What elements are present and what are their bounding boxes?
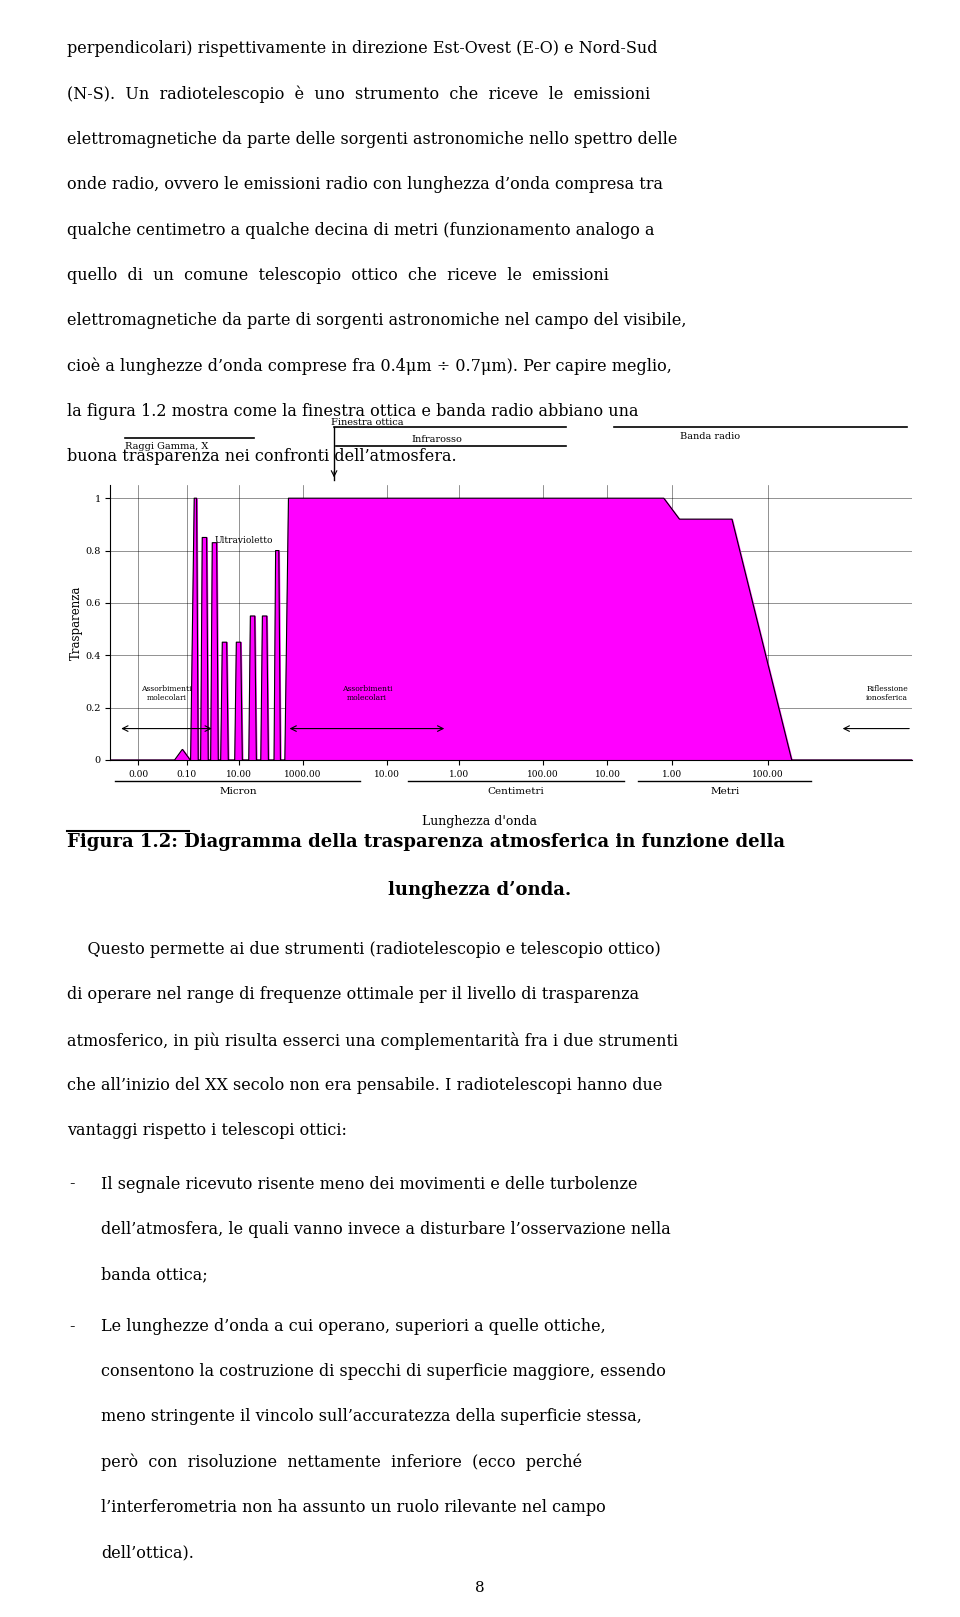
Text: Il segnale ricevuto risente meno dei movimenti e delle turbolenze: Il segnale ricevuto risente meno dei mov… [101, 1176, 637, 1193]
Text: quello  di  un  comune  telescopio  ottico  che  riceve  le  emissioni: quello di un comune telescopio ottico ch… [67, 267, 609, 285]
Text: Centimetri: Centimetri [487, 787, 544, 797]
Text: -: - [69, 1318, 75, 1336]
Text: Metri: Metri [710, 787, 739, 797]
Text: dell’atmosfera, le quali vanno invece a disturbare l’osservazione nella: dell’atmosfera, le quali vanno invece a … [101, 1221, 670, 1239]
Text: vantaggi rispetto i telescopi ottici:: vantaggi rispetto i telescopi ottici: [67, 1122, 348, 1140]
Y-axis label: Trasparenza: Trasparenza [69, 585, 83, 660]
Text: elettromagnetiche da parte di sorgenti astronomiche nel campo del visibile,: elettromagnetiche da parte di sorgenti a… [67, 312, 686, 330]
Text: Assorbimenti
molecolari: Assorbimenti molecolari [141, 686, 192, 702]
Text: Figura 1.2: Diagramma della trasparenza atmosferica in funzione della: Figura 1.2: Diagramma della trasparenza … [67, 833, 785, 851]
Text: dell’ottica).: dell’ottica). [101, 1544, 194, 1562]
Text: cioè a lunghezze d’onda comprese fra 0.4μm ÷ 0.7μm). Per capire meglio,: cioè a lunghezze d’onda comprese fra 0.4… [67, 357, 672, 375]
Text: onde radio, ovvero le emissioni radio con lunghezza d’onda compresa tra: onde radio, ovvero le emissioni radio co… [67, 176, 663, 194]
Text: la figura 1.2 mostra come la finestra ottica e banda radio abbiano una: la figura 1.2 mostra come la finestra ot… [67, 403, 638, 420]
Text: che all’inizio del XX secolo non era pensabile. I radiotelescopi hanno due: che all’inizio del XX secolo non era pen… [67, 1077, 662, 1095]
Text: Le lunghezze d’onda a cui operano, superiori a quelle ottiche,: Le lunghezze d’onda a cui operano, super… [101, 1318, 606, 1336]
Text: Finestra ottica: Finestra ottica [331, 417, 404, 427]
Text: Questo permette ai due strumenti (radiotelescopio e telescopio ottico): Questo permette ai due strumenti (radiot… [67, 941, 660, 959]
Text: Banda radio: Banda radio [681, 432, 740, 441]
Text: meno stringente il vincolo sull’accuratezza della superficie stessa,: meno stringente il vincolo sull’accurate… [101, 1408, 641, 1426]
Text: -: - [69, 1176, 75, 1193]
Text: però  con  risoluzione  nettamente  inferiore  (ecco  perché: però con risoluzione nettamente inferior… [101, 1454, 582, 1471]
Text: qualche centimetro a qualche decina di metri (funzionamento analogo a: qualche centimetro a qualche decina di m… [67, 222, 655, 239]
Text: perpendicolari) rispettivamente in direzione Est-Ovest (E-O) e Nord-Sud: perpendicolari) rispettivamente in direz… [67, 40, 658, 58]
Text: Riflessione
ionosferica: Riflessione ionosferica [866, 686, 908, 702]
Text: consentono la costruzione di specchi di superficie maggiore, essendo: consentono la costruzione di specchi di … [101, 1363, 665, 1381]
Text: elettromagnetiche da parte delle sorgenti astronomiche nello spettro delle: elettromagnetiche da parte delle sorgent… [67, 131, 678, 149]
Text: Ultravioletto: Ultravioletto [215, 535, 273, 545]
Text: Raggi Gamma, X: Raggi Gamma, X [125, 441, 208, 451]
Text: atmosferico, in più risulta esserci una complementarità fra i due strumenti: atmosferico, in più risulta esserci una … [67, 1032, 679, 1049]
Text: banda ottica;: banda ottica; [101, 1266, 207, 1284]
Text: Lunghezza d'onda: Lunghezza d'onda [422, 815, 538, 828]
Text: (N-S).  Un  radiotelescopio  è  uno  strumento  che  riceve  le  emissioni: (N-S). Un radiotelescopio è uno strument… [67, 86, 651, 103]
Text: lunghezza d’onda.: lunghezza d’onda. [389, 881, 571, 899]
Text: Infrarosso: Infrarosso [412, 435, 462, 445]
Text: Micron: Micron [219, 787, 257, 797]
Text: Assorbimenti
molecolari: Assorbimenti molecolari [342, 686, 393, 702]
Text: 8: 8 [475, 1581, 485, 1594]
Text: l’interferometria non ha assunto un ruolo rilevante nel campo: l’interferometria non ha assunto un ruol… [101, 1499, 606, 1517]
Text: di operare nel range di frequenze ottimale per il livello di trasparenza: di operare nel range di frequenze ottima… [67, 986, 639, 1004]
Text: buona trasparenza nei confronti dell’atmosfera.: buona trasparenza nei confronti dell’atm… [67, 448, 457, 466]
